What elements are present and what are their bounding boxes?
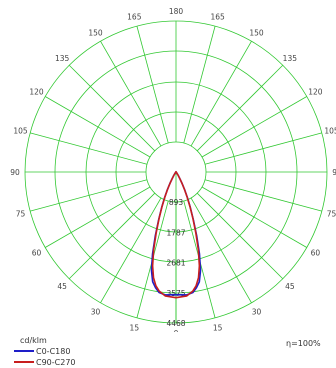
grid-spoke [30,132,148,165]
grid-spoke [100,41,162,147]
series-curves [150,170,202,299]
legend-swatch-c0-c180 [14,350,34,352]
ring-labels: 893 1787 2681 3575 4468 [166,198,185,328]
grid-spoke [45,96,151,158]
grid-spoke [136,26,169,144]
angle-label-30: 30 [252,307,262,316]
ring-label-1787: 1787 [166,228,185,237]
legend-swatch-c90-c270 [14,361,34,363]
ring-label-893: 893 [169,198,184,207]
grid-spoke [196,192,284,280]
grid-spoke [190,41,252,147]
ring-label-2681: 2681 [166,259,185,268]
grid-spoke [30,179,148,212]
angle-label-135: 135 [55,54,70,63]
grid-spoke [100,197,162,303]
grid-spoke [204,179,322,212]
efficiency-label: η=100% [286,339,321,348]
ring-label-4468: 4468 [166,319,185,328]
series-curve-c90-c270 [151,170,201,299]
angle-label-135: 135 [283,54,298,63]
angle-label-45: 45 [57,282,67,291]
legend-label-c0-c180: C0-C180 [36,346,71,356]
angle-label-105: 105 [13,126,28,135]
grid-spoke [201,186,307,248]
angle-labels: 1801651651501501351351201201051059090757… [10,7,336,332]
ring-label-3575: 3575 [166,289,185,298]
grid-spoke [196,64,284,152]
angle-label-15: 15 [213,324,223,332]
legend: C0-C180 C90-C270 [14,346,134,368]
grid-spoke [201,96,307,158]
grid-spoke [190,197,252,303]
angle-label-0: 0 [174,329,179,332]
grid-spoke [204,132,322,165]
legend-item-c0-c180: C0-C180 [14,346,70,356]
angle-label-120: 120 [29,88,44,97]
grid-spoke [68,64,156,152]
polar-grid [24,20,328,324]
legend-item-c90-c270: C90-C270 [14,357,76,367]
grid-spoke [45,186,151,248]
unit-label: cd/klm [20,336,47,345]
angle-label-30: 30 [91,307,101,316]
angle-label-45: 45 [285,282,295,291]
angle-label-90: 90 [10,168,20,177]
angle-label-90: 90 [332,168,336,177]
angle-label-60: 60 [32,249,42,258]
angle-label-180: 180 [169,7,184,16]
angle-label-150: 150 [249,29,264,38]
angle-label-75: 75 [327,210,336,219]
angle-label-165: 165 [211,12,226,21]
grid-spoke [68,192,156,280]
polar-luminous-intensity-chart: 1801651651501501351351201201051059090757… [10,7,336,332]
angle-label-150: 150 [88,29,103,38]
grid-spoke [183,26,216,144]
angle-label-105: 105 [324,126,336,135]
angle-label-120: 120 [308,88,323,97]
angle-label-15: 15 [130,324,140,332]
legend-label-c90-c270: C90-C270 [36,357,76,367]
angle-label-165: 165 [127,12,142,21]
angle-label-60: 60 [311,249,321,258]
angle-label-75: 75 [16,210,26,219]
